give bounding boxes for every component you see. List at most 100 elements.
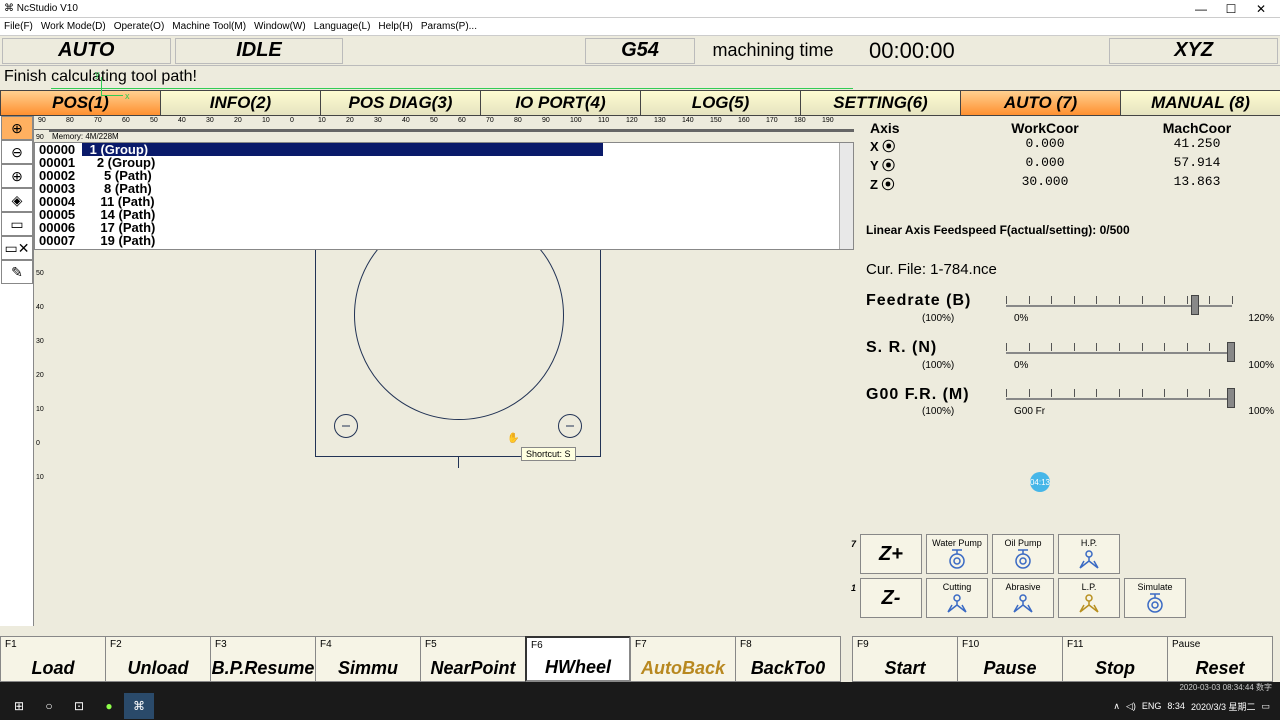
axis-row: X ⦿0.00041.250 bbox=[860, 136, 1274, 155]
panel-button-hp[interactable]: H.P. bbox=[1058, 534, 1120, 574]
view-toolbar: ⊕ ⊖ ⊕ ◈ ▭ ▭✕ ✎ bbox=[0, 116, 34, 626]
tab-ioport4[interactable]: IO PORT(4) bbox=[480, 90, 641, 116]
windows-taskbar[interactable]: 2020-03-03 08:34:44 数字 ⊞ ○ ⊡ ● ⌘ ∧ ◁) ENG 8… bbox=[0, 682, 1280, 720]
tray-item[interactable]: 8:34 bbox=[1167, 701, 1185, 711]
slider-srn[interactable]: S. R. (N)(100%)0%100% bbox=[860, 339, 1274, 372]
panel-button-cutting[interactable]: Cutting bbox=[926, 578, 988, 618]
maximize-button[interactable]: ☐ bbox=[1216, 2, 1246, 16]
tray-item[interactable]: 2020/3/3 星期二 bbox=[1191, 700, 1256, 713]
panel-button-z[interactable]: 1Z- bbox=[860, 578, 922, 618]
app-icon: ⌘ bbox=[4, 3, 14, 14]
panel-button-oilpump[interactable]: Oil Pump bbox=[992, 534, 1054, 574]
app-icon-1[interactable]: ● bbox=[94, 693, 124, 719]
cortana-button[interactable]: ○ bbox=[34, 693, 64, 719]
memory-status: Memory: 4M/228M bbox=[34, 132, 854, 142]
clear-button[interactable]: ▭✕ bbox=[1, 236, 33, 260]
state-indicator: IDLE bbox=[175, 38, 344, 64]
panel-button-abrasive[interactable]: Abrasive bbox=[992, 578, 1054, 618]
fit-view-button[interactable]: ◈ bbox=[1, 188, 33, 212]
minimize-button[interactable]: — bbox=[1186, 2, 1216, 16]
tab-log5[interactable]: LOG(5) bbox=[640, 90, 801, 116]
machcoor-hdr: MachCoor bbox=[1120, 120, 1274, 136]
tab-setting6[interactable]: SETTING(6) bbox=[800, 90, 961, 116]
tab-info2[interactable]: INFO(2) bbox=[160, 90, 321, 116]
gcode-line[interactable]: 00006 17 (Path) bbox=[35, 221, 853, 234]
tab-posdiag3[interactable]: POS DIAG(3) bbox=[320, 90, 481, 116]
menu-item[interactable]: File(F) bbox=[4, 21, 33, 32]
wcs-indicator: G54 bbox=[585, 38, 694, 64]
scrollbar[interactable] bbox=[839, 143, 853, 249]
ruler-vertical: 908070605040302010010 bbox=[34, 130, 50, 132]
fkey-reset[interactable]: PauseReset bbox=[1167, 636, 1273, 682]
zoom-in-button[interactable]: ⊕ bbox=[1, 164, 33, 188]
fkey-load[interactable]: F1Load bbox=[0, 636, 106, 682]
tab-manual8[interactable]: MANUAL (8) bbox=[1120, 90, 1280, 116]
tooltip: Shortcut: S bbox=[521, 447, 576, 461]
mode-indicator: AUTO bbox=[2, 38, 171, 64]
gcode-line[interactable]: 00002 5 (Path) bbox=[35, 169, 853, 182]
machining-time-value: 00:00:00 bbox=[847, 38, 976, 64]
tray-item[interactable]: ∧ bbox=[1113, 701, 1120, 712]
slider-feedrateb[interactable]: Feedrate (B)(100%)0%120% bbox=[860, 292, 1274, 325]
window-zoom-button[interactable]: ▭ bbox=[1, 212, 33, 236]
gcode-line[interactable]: 00007 19 (Path) bbox=[35, 234, 853, 247]
fkey-hwheel[interactable]: F6HWheel bbox=[525, 636, 631, 682]
tab-pos1[interactable]: POS(1) bbox=[0, 90, 161, 116]
ruler-horizontal: 9080706050403020100102030405060708090100… bbox=[34, 116, 854, 130]
toolpath-canvas[interactable]: Workpiece size: 100.80 * 105.80 yx ✋ Sho… bbox=[50, 130, 854, 132]
fkey-autoback[interactable]: F7AutoBack bbox=[630, 636, 736, 682]
menu-item[interactable]: Window(W) bbox=[254, 21, 306, 32]
axis-hdr: Axis bbox=[860, 120, 970, 136]
taskbar-date-strip: 2020-03-03 08:34:44 数字 bbox=[0, 682, 1280, 692]
menu-item[interactable]: Machine Tool(M) bbox=[172, 21, 246, 32]
gcode-line[interactable]: 00003 8 (Path) bbox=[35, 182, 853, 195]
fkey-simmu[interactable]: F4Simmu bbox=[315, 636, 421, 682]
close-button[interactable]: ✕ bbox=[1246, 2, 1276, 16]
home-view-button[interactable]: ⊕ bbox=[1, 116, 33, 140]
task-view-button[interactable]: ⊡ bbox=[64, 693, 94, 719]
machining-time-label: machining time bbox=[699, 38, 848, 64]
fkey-pause[interactable]: F10Pause bbox=[957, 636, 1063, 682]
panel-button-waterpump[interactable]: Water Pump bbox=[926, 534, 988, 574]
video-timestamp-bubble: 04:13 bbox=[1030, 472, 1050, 492]
status-message: Finish calculating tool path! bbox=[0, 66, 1280, 90]
gcode-panel[interactable]: 00000 1 (Group) 00001 2 (Group)00002 5 (… bbox=[34, 142, 854, 250]
workcoor-hdr: WorkCoor bbox=[970, 120, 1120, 136]
panel-button-lp[interactable]: L.P. bbox=[1058, 578, 1120, 618]
menu-item[interactable]: Work Mode(D) bbox=[41, 21, 106, 32]
slider-gfrm[interactable]: G00 F.R. (M)(100%)G00 Fr100% bbox=[860, 386, 1274, 419]
panel-button-simulate[interactable]: Simulate bbox=[1124, 578, 1186, 618]
tray-item[interactable]: ▭ bbox=[1261, 701, 1270, 712]
tray-item[interactable]: ◁) bbox=[1126, 701, 1136, 712]
fkey-unload[interactable]: F2Unload bbox=[105, 636, 211, 682]
tray-item[interactable]: ENG bbox=[1142, 701, 1162, 711]
gcode-line[interactable]: 00001 2 (Group) bbox=[35, 156, 853, 169]
axis-row: Y ⦿0.00057.914 bbox=[860, 155, 1274, 174]
plane-indicator: XYZ bbox=[1109, 38, 1278, 64]
menu-bar: File(F) Work Mode(D) Operate(O) Machine Too… bbox=[0, 18, 1280, 36]
menu-item[interactable]: Language(L) bbox=[314, 21, 371, 32]
edit-button[interactable]: ✎ bbox=[1, 260, 33, 284]
app-title: NcStudio V10 bbox=[17, 3, 78, 14]
menu-item[interactable]: Params(P)... bbox=[421, 21, 477, 32]
hand-cursor-icon: ✋ bbox=[507, 433, 519, 444]
current-file-label: Cur. File: 1-784.nce bbox=[860, 261, 1274, 278]
fkey-stop[interactable]: F11Stop bbox=[1062, 636, 1168, 682]
fkey-backto0[interactable]: F8BackTo0 bbox=[735, 636, 841, 682]
fkey-nearpoint[interactable]: F5NearPoint bbox=[420, 636, 526, 682]
axis-row: Z ⦿30.00013.863 bbox=[860, 174, 1274, 193]
tab-auto7[interactable]: AUTO (7) bbox=[960, 90, 1121, 116]
gcode-line[interactable]: 00000 1 (Group) bbox=[35, 143, 853, 156]
panel-button-z[interactable]: 7Z+ bbox=[860, 534, 922, 574]
gcode-line[interactable]: 00004 11 (Path) bbox=[35, 195, 853, 208]
start-button[interactable]: ⊞ bbox=[4, 693, 34, 719]
fkey-bpresume[interactable]: F3B.P.Resume bbox=[210, 636, 316, 682]
menu-item[interactable]: Help(H) bbox=[378, 21, 412, 32]
zoom-out-button[interactable]: ⊖ bbox=[1, 140, 33, 164]
app-icon-2[interactable]: ⌘ bbox=[124, 693, 154, 719]
menu-item[interactable]: Operate(O) bbox=[114, 21, 165, 32]
fkey-start[interactable]: F9Start bbox=[852, 636, 958, 682]
readout-panel: Axis WorkCoor MachCoor X ⦿0.00041.250Y ⦿… bbox=[854, 116, 1280, 626]
gcode-line[interactable]: 00005 14 (Path) bbox=[35, 208, 853, 221]
feedspeed-label: Linear Axis Feedspeed F(actual/setting):… bbox=[860, 223, 1274, 237]
